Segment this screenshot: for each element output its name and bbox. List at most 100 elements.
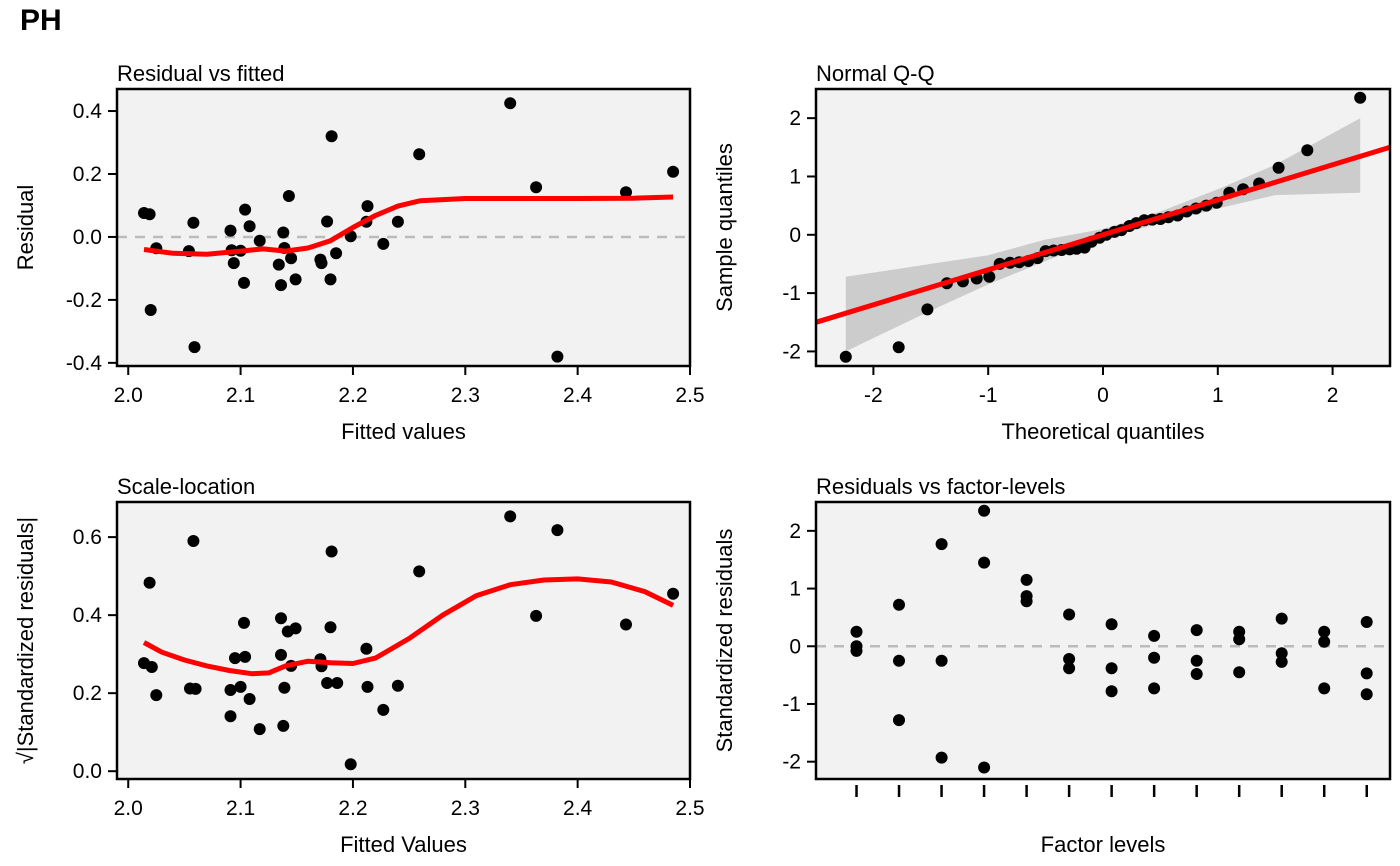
- data-point: [983, 270, 996, 283]
- y-tick-label: 0: [789, 224, 801, 247]
- x-tick-label: 2: [1327, 384, 1339, 407]
- x-tick-label: 2.3: [451, 797, 480, 820]
- data-point: [1233, 633, 1246, 646]
- data-point: [1301, 144, 1314, 157]
- data-point: [227, 257, 240, 270]
- data-point: [150, 689, 163, 702]
- data-point: [935, 538, 948, 551]
- data-point: [344, 758, 357, 771]
- y-tick-label: -1: [782, 693, 801, 716]
- data-point: [391, 679, 404, 692]
- data-point: [277, 226, 290, 239]
- x-tick-label: 2.4: [563, 797, 593, 820]
- data-point: [187, 535, 200, 547]
- data-point: [229, 652, 241, 665]
- smooth-line: [142, 576, 675, 677]
- data-point: [224, 224, 237, 237]
- plot-title: Scale-location: [117, 474, 255, 499]
- data-point: [1190, 668, 1203, 680]
- data-point: [234, 680, 247, 693]
- data-point: [325, 130, 338, 143]
- data-point: [377, 703, 390, 716]
- y-tick-label: -2: [782, 340, 801, 363]
- data-point: [325, 545, 338, 558]
- plot-title: Residuals vs factor-levels: [816, 474, 1065, 499]
- data-point: [1105, 618, 1118, 631]
- data-point: [377, 237, 390, 250]
- data-point: [1360, 616, 1373, 628]
- data-point: [1020, 573, 1033, 586]
- data-point: [253, 234, 266, 247]
- plot-frame: [814, 500, 1392, 781]
- y-tick-label: 0.6: [73, 526, 102, 549]
- data-point: [275, 612, 287, 625]
- data-point: [275, 648, 287, 661]
- plot-panel-4: -2 -1 0 1 2 Residuals vs factor-levels Factor …: [712, 474, 1392, 857]
- data-point: [143, 576, 156, 589]
- data-point: [1148, 629, 1161, 642]
- plot-frame: [115, 500, 692, 781]
- data-point: [1360, 688, 1373, 701]
- y-tick-label: 0.0: [73, 226, 102, 249]
- data-point: [1275, 655, 1288, 668]
- data-point: [667, 587, 680, 600]
- y-tick-label: 1: [789, 578, 801, 601]
- data-point: [143, 208, 156, 221]
- y-tick-label: 0.2: [73, 163, 102, 186]
- data-point: [1318, 635, 1331, 648]
- data-point: [391, 215, 404, 228]
- plot-title: Residual vs fitted: [117, 61, 285, 86]
- data-point: [1360, 667, 1373, 680]
- x-axis-label: Fitted values: [341, 419, 466, 444]
- x-tick-label: 2.5: [675, 384, 704, 407]
- data-point: [1148, 682, 1161, 695]
- data-point: [850, 644, 863, 657]
- x-tick-label: 2.3: [451, 384, 480, 407]
- data-point: [238, 616, 250, 629]
- y-tick-label: 0.2: [73, 682, 102, 705]
- data-point: [978, 504, 991, 517]
- data-point: [253, 723, 266, 736]
- data-point: [272, 258, 285, 271]
- plot-background: [816, 89, 1390, 366]
- data-point: [1318, 682, 1331, 695]
- y-axis-label: Standardized residuals: [712, 529, 737, 753]
- data-point: [504, 97, 517, 110]
- y-tick-label: -0.2: [66, 289, 102, 312]
- data-point: [239, 650, 252, 663]
- x-tick-label: -1: [979, 384, 998, 407]
- y-tick-label: 2: [789, 520, 801, 543]
- data-point: [238, 276, 250, 289]
- data-point: [892, 341, 905, 354]
- data-point: [893, 654, 905, 667]
- data-point: [239, 203, 252, 216]
- data-point: [224, 684, 237, 696]
- data-point: [1275, 647, 1288, 660]
- data-point: [551, 524, 564, 537]
- data-point: [530, 181, 543, 194]
- data-point: [289, 622, 302, 635]
- y-axis-label: √|Standardized residuals|: [13, 517, 38, 764]
- data-point: [321, 677, 334, 689]
- plot-background: [816, 502, 1390, 779]
- data-point: [1233, 666, 1246, 679]
- data-point: [315, 257, 328, 270]
- data-point: [361, 680, 374, 693]
- data-point: [224, 710, 237, 723]
- x-tick-label: 2.5: [675, 797, 704, 820]
- x-tick-label: 1: [1212, 384, 1224, 407]
- data-point: [278, 681, 291, 694]
- data-point: [1020, 595, 1033, 608]
- data-point: [331, 677, 344, 689]
- x-axis-label: Theoretical quantiles: [1001, 419, 1204, 444]
- y-tick-label: 2: [789, 107, 801, 130]
- y-tick-label: 0.0: [73, 760, 102, 783]
- x-tick-label: 2.2: [338, 797, 367, 820]
- data-point: [1354, 91, 1367, 104]
- fit-line: [816, 144, 1390, 325]
- x-tick-label: 2.2: [338, 384, 367, 407]
- data-point: [1272, 161, 1285, 174]
- data-point: [330, 247, 343, 260]
- y-tick-label: 0.4: [73, 604, 103, 627]
